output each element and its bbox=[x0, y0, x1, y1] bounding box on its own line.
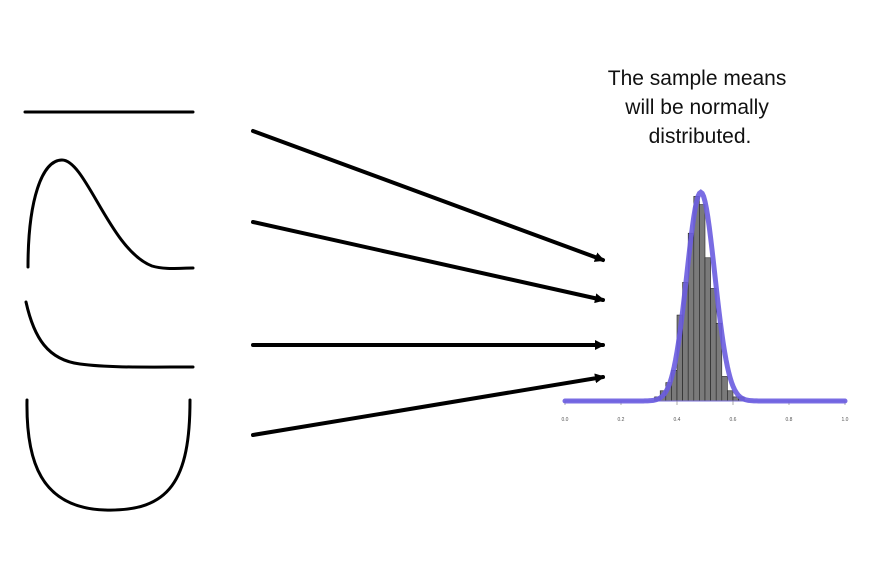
x-tick-label: 0.4 bbox=[674, 417, 681, 423]
histogram-bar bbox=[721, 376, 728, 402]
source-distributions bbox=[23, 110, 195, 512]
arrow-1 bbox=[251, 129, 605, 262]
caption-line-3: distributed. bbox=[649, 125, 752, 148]
u-shaped-distribution-curve bbox=[25, 398, 192, 512]
histogram-bar bbox=[727, 390, 734, 402]
normal-fit-curve bbox=[562, 189, 848, 404]
sample-means-histogram: 0.0 0.2 0.4 0.6 0.8 1.0 bbox=[562, 189, 849, 423]
histogram-bar bbox=[710, 288, 717, 402]
x-tick-label: 0.8 bbox=[786, 417, 793, 423]
x-tick-label: 0.2 bbox=[618, 417, 625, 423]
x-tick-label: 0.6 bbox=[730, 417, 737, 423]
x-tick-label: 1.0 bbox=[842, 417, 849, 423]
arrow-2 bbox=[251, 220, 605, 304]
exponential-decay-distribution-curve bbox=[24, 300, 195, 369]
caption: The sample means will be normally distri… bbox=[608, 67, 792, 148]
arrow-4 bbox=[251, 373, 605, 437]
histogram-bar bbox=[699, 204, 706, 402]
x-tick-label: 0.0 bbox=[562, 417, 569, 423]
right-skewed-distribution-curve bbox=[26, 158, 195, 270]
caption-line-1: The sample means bbox=[608, 67, 787, 90]
caption-line-2: will be normally bbox=[624, 96, 769, 119]
histogram-bar bbox=[704, 257, 711, 402]
histogram-ticks: 0.0 0.2 0.4 0.6 0.8 1.0 bbox=[562, 401, 849, 423]
arrows bbox=[251, 129, 605, 437]
